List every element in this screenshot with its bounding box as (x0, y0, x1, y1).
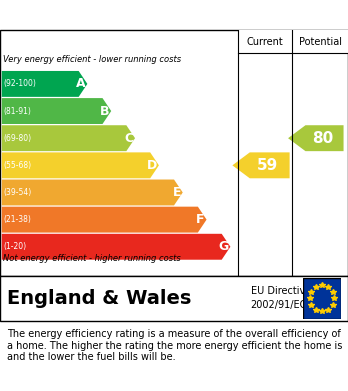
Text: England & Wales: England & Wales (7, 289, 191, 308)
Text: (21-38): (21-38) (3, 215, 31, 224)
Polygon shape (2, 234, 230, 260)
Text: G: G (219, 240, 229, 253)
Text: Potential: Potential (299, 36, 342, 47)
FancyBboxPatch shape (0, 30, 348, 276)
Text: Current: Current (247, 36, 284, 47)
Text: 80: 80 (312, 131, 333, 146)
Text: (55-68): (55-68) (3, 161, 32, 170)
Polygon shape (2, 152, 159, 178)
Text: (81-91): (81-91) (3, 107, 31, 116)
Text: A: A (76, 77, 86, 90)
Polygon shape (2, 71, 87, 97)
Text: E: E (173, 186, 181, 199)
Polygon shape (232, 152, 290, 178)
Text: B: B (100, 104, 110, 118)
Text: F: F (196, 213, 205, 226)
Text: Very energy efficient - lower running costs: Very energy efficient - lower running co… (3, 55, 182, 64)
Text: Energy Efficiency Rating: Energy Efficiency Rating (60, 6, 288, 25)
Text: 2002/91/EC: 2002/91/EC (251, 300, 307, 310)
Text: (39-54): (39-54) (3, 188, 32, 197)
Text: (1-20): (1-20) (3, 242, 26, 251)
Polygon shape (288, 125, 343, 151)
Text: Not energy efficient - higher running costs: Not energy efficient - higher running co… (3, 255, 181, 264)
Polygon shape (2, 98, 111, 124)
FancyBboxPatch shape (0, 276, 348, 321)
Text: 59: 59 (257, 158, 278, 173)
Text: The energy efficiency rating is a measure of the overall efficiency of a home. T: The energy efficiency rating is a measur… (7, 329, 342, 362)
Text: (69-80): (69-80) (3, 134, 32, 143)
Text: C: C (124, 132, 133, 145)
Text: D: D (147, 159, 157, 172)
Polygon shape (2, 179, 183, 205)
FancyBboxPatch shape (303, 278, 341, 319)
Polygon shape (2, 207, 207, 233)
Text: EU Directive: EU Directive (251, 286, 311, 296)
Text: (92-100): (92-100) (3, 79, 36, 88)
Bar (238, 30, 348, 52)
Polygon shape (2, 125, 135, 151)
